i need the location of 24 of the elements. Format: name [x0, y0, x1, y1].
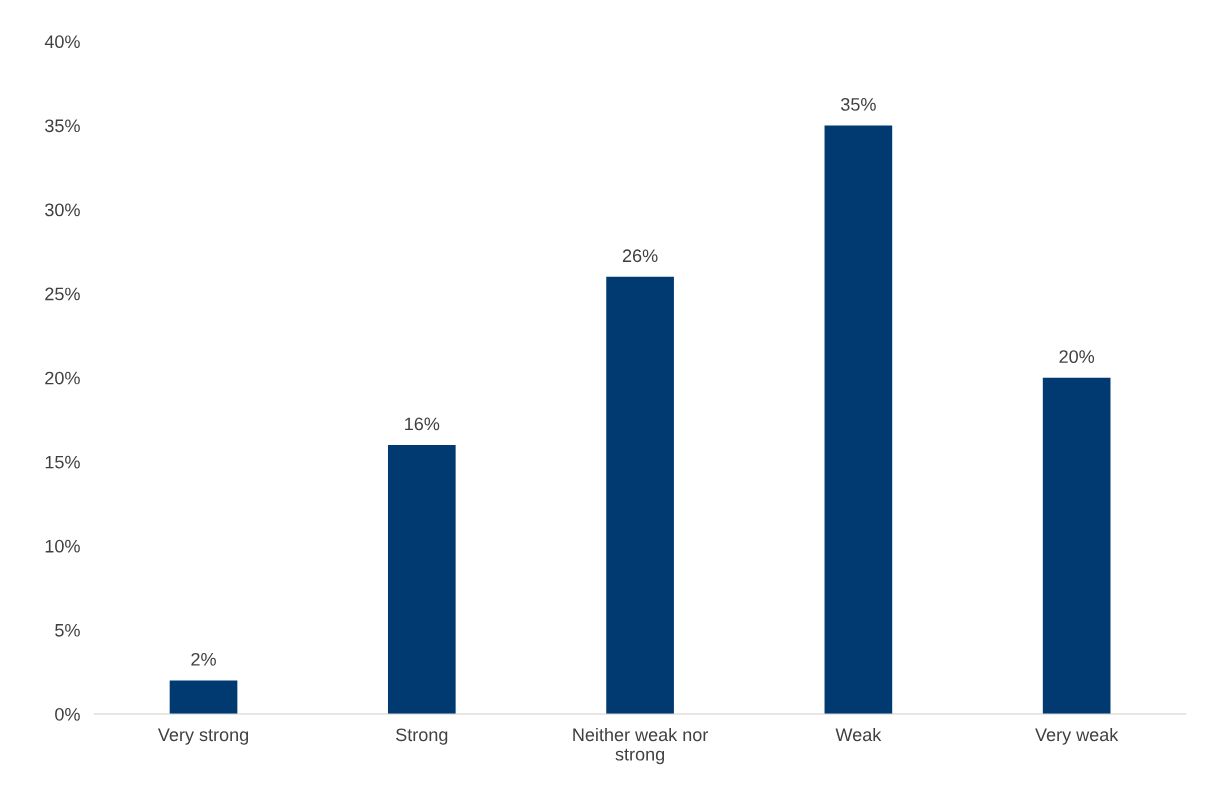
bar	[169, 680, 238, 715]
x-tick-label: Strong	[396, 728, 448, 745]
bar	[606, 276, 674, 715]
y-tick-label: 30%	[45, 203, 80, 217]
y-tick-label: 10%	[45, 539, 80, 553]
y-tick-label: 15%	[45, 455, 80, 469]
x-tick-label: Weak	[835, 727, 882, 742]
y-tick-label: 35%	[45, 119, 80, 133]
y-tick-label: 20%	[45, 371, 80, 385]
x-tick-label: Very weak	[1035, 727, 1119, 745]
y-tick-label: 5%	[55, 623, 80, 637]
data-label: 2%	[191, 652, 216, 666]
data-label: 20%	[1059, 350, 1095, 364]
x-tick-label: Very strong	[157, 728, 249, 745]
bar	[387, 444, 456, 715]
y-tick-label: 40%	[44, 35, 80, 49]
data-label: 16%	[405, 417, 440, 431]
data-label: 26%	[622, 249, 658, 263]
y-tick-label: 25%	[45, 287, 80, 301]
y-tick-label: 0%	[55, 707, 80, 721]
data-label: 35%	[840, 98, 876, 111]
bar	[1042, 377, 1111, 715]
bar	[824, 125, 893, 715]
x-tick-label: Neither weak nor strong	[573, 727, 709, 765]
